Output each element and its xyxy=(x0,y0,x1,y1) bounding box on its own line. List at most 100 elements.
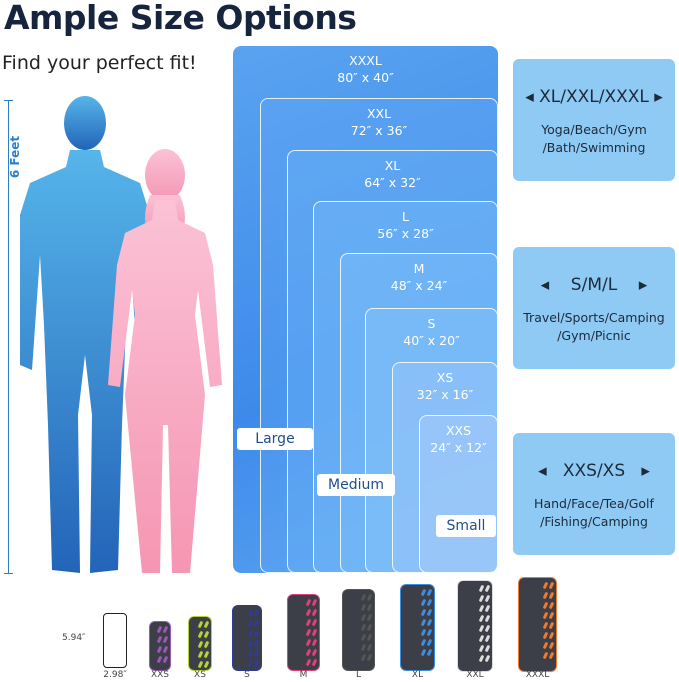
towel-stripe xyxy=(548,581,555,590)
towel-stripe xyxy=(197,660,204,669)
towel-stripe xyxy=(305,628,312,637)
towel-stripe xyxy=(484,624,491,633)
towel-stripe xyxy=(360,653,367,662)
towel-xxs xyxy=(149,621,171,671)
towel-xs xyxy=(188,616,212,671)
towel-stripe xyxy=(366,603,373,612)
towel-stripe xyxy=(420,638,427,647)
towel-stripe xyxy=(484,634,491,643)
towel-stripe xyxy=(253,619,260,628)
towel-stripe xyxy=(247,609,254,618)
size-name: XL xyxy=(384,158,401,173)
towel-stripe xyxy=(253,659,260,668)
size-dims: 40″ x 20″ xyxy=(403,333,460,348)
towel-stripe xyxy=(548,591,555,600)
towel-stripe xyxy=(162,625,169,634)
size-box-xxs: XXS 24″ x 12″ xyxy=(419,415,498,573)
size-dims: 64″ x 32″ xyxy=(364,175,421,190)
towel-stripe xyxy=(420,628,427,637)
towel-stripe xyxy=(305,608,312,617)
towel-stripe xyxy=(360,633,367,642)
size-dims: 56″ x 28″ xyxy=(377,226,434,241)
towel-stripe xyxy=(197,630,204,639)
towel-stripe xyxy=(542,601,549,610)
phone-width: 2.98″ xyxy=(103,670,127,680)
towel-stripe xyxy=(478,624,485,633)
use-panel-medium: ◂ S/M/L ▸ Travel/Sports/Camping /Gym/Picn… xyxy=(513,247,675,369)
towel-stripe xyxy=(311,608,318,617)
man-silhouette xyxy=(20,96,150,573)
towel-stripe xyxy=(366,623,373,632)
silhouettes xyxy=(20,96,222,573)
towel-stripe xyxy=(366,633,373,642)
towel-stripe xyxy=(162,635,169,644)
towel-stripe xyxy=(305,638,312,647)
towel-xxl xyxy=(457,580,493,672)
towel-label: XL xyxy=(411,670,424,680)
towel-stripe xyxy=(542,641,549,650)
towel-stripe xyxy=(420,588,427,597)
towel-stripe xyxy=(478,604,485,613)
towel-stripe xyxy=(253,629,260,638)
phone-height: 5.94″ xyxy=(62,633,86,643)
size-name: XS xyxy=(436,370,454,385)
ruler-tick xyxy=(4,100,13,101)
towel-label: M xyxy=(299,670,308,680)
towel-label: XS xyxy=(194,670,206,680)
size-dims: 48″ x 24″ xyxy=(390,278,448,293)
panel-uses: Hand/Face/Tea/Golf /Fishing/Camping xyxy=(534,496,654,529)
size-name: S xyxy=(427,316,436,331)
group-label-medium: Medium xyxy=(317,474,395,496)
towel-stripe xyxy=(197,640,204,649)
towel-stripe xyxy=(548,601,555,610)
towel-stripe xyxy=(253,649,260,658)
subtitle: Find your perfect fit! xyxy=(2,52,197,74)
towel-stripe xyxy=(162,655,169,664)
towel-stripe xyxy=(484,594,491,603)
size-name: XXS xyxy=(445,423,472,438)
towel-stripe xyxy=(366,613,373,622)
towel-xxxl xyxy=(518,577,557,672)
size-name: L xyxy=(402,209,409,224)
towel-stripe xyxy=(484,654,491,663)
panel-heading: ◂ XXS/XS ▸ xyxy=(538,461,650,481)
towel-stripe xyxy=(311,638,318,647)
towel-stripe xyxy=(478,584,485,593)
panel-heading: ◂ XL/XXL/XXXL ▸ xyxy=(525,87,663,107)
towel-stripe xyxy=(426,628,433,637)
height-ruler xyxy=(8,100,9,574)
towel-stripe xyxy=(426,608,433,617)
towel-stripe xyxy=(305,658,312,667)
towel-stripe xyxy=(542,621,549,630)
towel-stripe xyxy=(203,640,210,649)
towel-stripe xyxy=(548,611,555,620)
panel-heading: ◂ S/M/L ▸ xyxy=(540,275,648,295)
towel-label: L xyxy=(355,670,361,680)
towel-stripe xyxy=(360,603,367,612)
use-panel-small: ◂ XXS/XS ▸ Hand/Face/Tea/Golf /Fishing/Ca… xyxy=(513,433,675,555)
towel-stripe xyxy=(247,619,254,628)
towel-stripe xyxy=(478,594,485,603)
towel-stripe xyxy=(360,623,367,632)
towel-stripe xyxy=(203,620,210,629)
towel-stripe xyxy=(247,639,254,648)
towel-label: XXL xyxy=(466,670,484,680)
size-dims: 32″ x 16″ xyxy=(416,387,474,402)
towel-stripe xyxy=(203,630,210,639)
towel-s xyxy=(232,605,262,671)
towel-stripe xyxy=(542,581,549,590)
towel-stripe xyxy=(311,598,318,607)
towel-stripe xyxy=(311,648,318,657)
page-title: Ample Size Options xyxy=(4,0,357,37)
towel-stripe xyxy=(156,655,163,664)
towel-stripe xyxy=(484,584,491,593)
towel-stripe xyxy=(420,648,427,657)
towel-stripe xyxy=(156,645,163,654)
towel-stripe xyxy=(478,654,485,663)
size-dims: 72″ x 36″ xyxy=(350,123,408,138)
towel-stripe xyxy=(311,658,318,667)
towel-stripe xyxy=(426,598,433,607)
towel-stripe xyxy=(156,635,163,644)
towel-stripe xyxy=(247,659,254,668)
size-name: M xyxy=(413,261,425,276)
